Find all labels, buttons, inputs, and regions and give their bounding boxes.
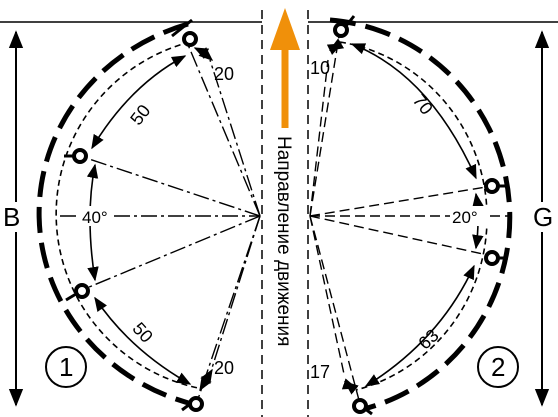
wheel-left-angle-label: 20 xyxy=(214,64,234,84)
wheel-right-hole xyxy=(333,22,349,38)
wheel-left-angle-label: 50 xyxy=(126,101,154,129)
wheel-left-radial-line xyxy=(79,155,261,217)
wheel-left-angle-arrow xyxy=(193,47,214,61)
wheel-right-angle-arrow xyxy=(341,378,359,395)
wheel-left-radial-line xyxy=(81,215,261,291)
wheel-left-angle-arrow xyxy=(91,55,187,150)
wheel-left-radial-line xyxy=(211,215,261,369)
wheel-left-angle-label: 20 xyxy=(214,358,234,378)
wheel-right-number: 2 xyxy=(491,352,505,382)
wheel-left-hole xyxy=(182,31,198,47)
wheel-left-hole xyxy=(74,283,90,299)
wheel-right-radial-line xyxy=(309,185,493,217)
wheel-right-radial-line xyxy=(309,215,361,405)
wheel-right-number-badge: 2 xyxy=(477,346,519,388)
wheel-left-angle-label: 40° xyxy=(82,208,108,227)
wheel-left-hole xyxy=(188,396,204,412)
direction-label: Направление движения xyxy=(273,136,294,346)
direction-arrow xyxy=(264,8,306,128)
wheel-right-hole xyxy=(484,178,500,194)
wheel-right-radial-line xyxy=(309,215,493,257)
wheel-left-number-badge: 1 xyxy=(45,346,87,388)
wheel-right-angle-label: 10 xyxy=(310,58,330,78)
wheel-right-angle-label: 63 xyxy=(414,325,442,353)
wheel-left-radial-line xyxy=(209,59,261,217)
wheel-right-radial-line xyxy=(309,215,345,375)
wheel-right-hole xyxy=(352,398,368,414)
wheel-left-angle-arrow xyxy=(199,368,213,392)
wheel-right-angle-label: 17 xyxy=(310,362,330,382)
wheel-right-radial-line xyxy=(309,29,341,217)
wheel-right-radial-line xyxy=(309,59,329,217)
wheel-right-angle-label: 20° xyxy=(452,208,478,227)
wheel-left-number: 1 xyxy=(59,352,73,382)
wheel-left: 20 50 40° 50 20 xyxy=(36,18,261,412)
wheel-left-angle-arrow xyxy=(94,296,192,385)
wheel-right-angle-arrow xyxy=(364,264,475,387)
wheel-right-angle-arrow xyxy=(350,43,477,180)
dimension-g-label: G xyxy=(533,202,553,232)
wheel-right-angle-arrow xyxy=(326,38,345,55)
dimension-b-label: B xyxy=(3,202,20,232)
wheel-right-angle-label: 70 xyxy=(409,90,437,118)
wheel-left-hole xyxy=(72,148,88,164)
wheel-right-hole xyxy=(484,250,500,266)
wheel-left-radial-line xyxy=(185,39,261,217)
